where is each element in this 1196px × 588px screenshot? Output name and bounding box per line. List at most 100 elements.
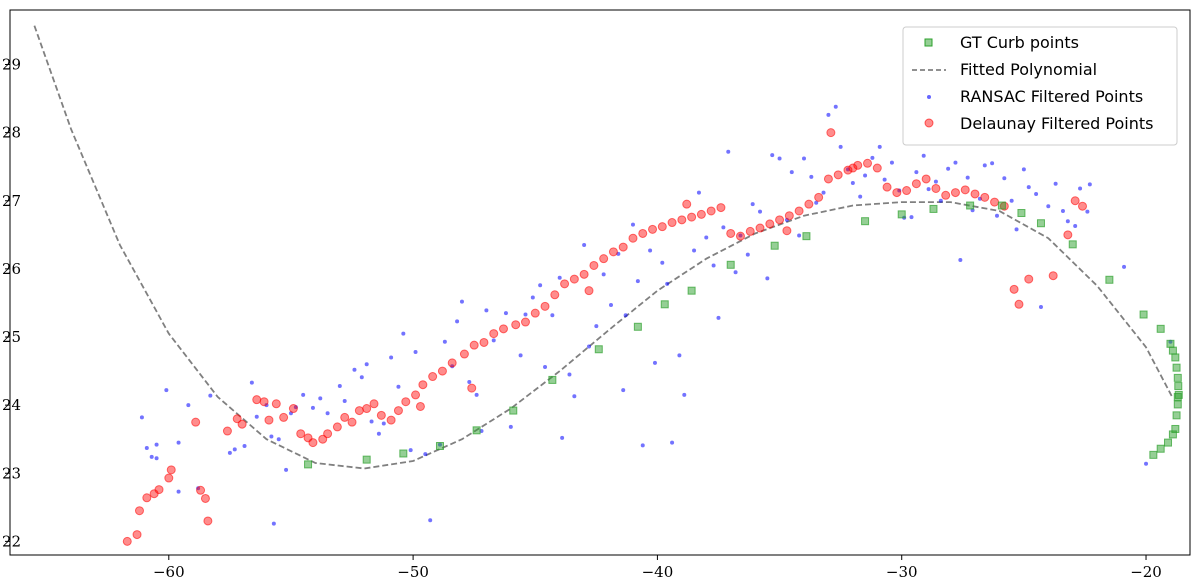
ransac-point [733, 270, 738, 275]
ransac-point [301, 392, 306, 397]
legend-ransac-label: RANSAC Filtered Points [960, 87, 1143, 106]
ransac-point [450, 364, 455, 369]
gt-curb-point [548, 375, 557, 384]
ransac-point [1053, 181, 1058, 186]
delaunay-point [437, 366, 447, 376]
ransac-point [1009, 198, 1014, 203]
gt-curb-point [997, 201, 1006, 210]
delaunay-point [921, 174, 931, 184]
delaunay-point [393, 406, 403, 416]
ransac-point [660, 260, 665, 265]
ransac-point [582, 243, 587, 248]
ransac-point [154, 442, 159, 447]
gt-curb-point [726, 260, 735, 269]
delaunay-point [618, 242, 628, 252]
gt-curb-point [687, 286, 696, 295]
ransac-point [208, 393, 213, 398]
ransac-point [814, 200, 819, 205]
delaunay-point [1070, 196, 1080, 206]
y-tick-label: 25 [2, 328, 21, 346]
delaunay-point [628, 233, 638, 243]
delaunay-point [340, 412, 350, 422]
ransac-point [232, 447, 237, 452]
gt-curb-point [660, 300, 669, 309]
ransac-point [738, 233, 743, 238]
ransac-point [711, 263, 716, 268]
gt-curb-point [929, 204, 938, 213]
ransac-point [413, 349, 418, 354]
delaunay-point [848, 163, 858, 173]
delaunay-point [418, 380, 428, 390]
ransac-point [455, 319, 460, 324]
y-tick-label: 22 [2, 532, 21, 550]
gt-curb-point [770, 241, 779, 250]
delaunay-point [775, 215, 785, 225]
ransac-point [337, 384, 342, 389]
ransac-point [271, 521, 276, 526]
delaunay-point [296, 429, 306, 439]
y-axis: 22 23 24 25 26 27 28 29 [2, 56, 21, 551]
ransac-point [623, 313, 628, 318]
delaunay-point [347, 417, 357, 427]
delaunay-point [696, 209, 706, 219]
ransac-point [652, 360, 657, 365]
delaunay-point [122, 536, 132, 546]
ransac-point [601, 272, 606, 277]
delaunay-point [479, 337, 489, 347]
delaunay-point [447, 358, 457, 368]
delaunay-point [872, 163, 882, 173]
ransac-point [149, 454, 154, 459]
ransac-point [164, 388, 169, 393]
ransac-point [677, 353, 682, 358]
legend-gt-label: GT Curb points [960, 33, 1079, 52]
legend-gt-marker [924, 38, 933, 47]
delaunay-point [745, 226, 755, 236]
ransac-point [1144, 461, 1149, 466]
gt-curb-point [304, 460, 313, 469]
gt-curb-point [1164, 438, 1173, 447]
ransac-point [557, 275, 562, 280]
ransac-point [797, 233, 802, 238]
ransac-point [1060, 208, 1065, 213]
ransac-point [745, 252, 750, 257]
series-line-dashed [33, 25, 1174, 470]
ransac-point [381, 421, 386, 426]
delaunay-point [520, 317, 530, 327]
ransac-point [801, 156, 806, 161]
legend-delaunay-label: Delaunay Filtered Points [960, 114, 1153, 133]
ransac-point [789, 170, 794, 175]
gt-curb-point [1105, 275, 1114, 284]
delaunay-point [411, 390, 421, 400]
ransac-point [953, 160, 958, 165]
ransac-point [467, 379, 472, 384]
delaunay-point [428, 372, 438, 382]
ransac-point [491, 338, 496, 343]
ransac-point [909, 215, 914, 220]
delaunay-point [489, 329, 499, 339]
ransac-point [1014, 227, 1019, 232]
delaunay-point [579, 269, 589, 279]
delaunay-point [459, 349, 469, 359]
ransac-point [640, 443, 645, 448]
gt-curb-point [1173, 392, 1182, 401]
gt-curb-point [1149, 450, 1158, 459]
ransac-point [926, 187, 931, 192]
ransac-point [921, 153, 926, 158]
delaunay-point [191, 417, 201, 427]
gt-curb-point [1068, 240, 1077, 249]
gt-curb-point [435, 442, 444, 450]
delaunay-point [332, 422, 342, 432]
ransac-point [696, 190, 701, 195]
delaunay-point [142, 493, 152, 503]
delaunay-point [584, 286, 594, 296]
delaunay-point [826, 128, 836, 138]
gt-curb-point [472, 426, 481, 435]
delaunay-point [550, 290, 560, 300]
ransac-point [721, 225, 726, 230]
gt-curb-point [633, 322, 642, 331]
delaunay-point [902, 186, 912, 196]
gt-curb-point [362, 455, 371, 464]
ransac-point [777, 156, 782, 161]
delaunay-point [794, 206, 804, 216]
gt-curb-point [1172, 411, 1181, 420]
